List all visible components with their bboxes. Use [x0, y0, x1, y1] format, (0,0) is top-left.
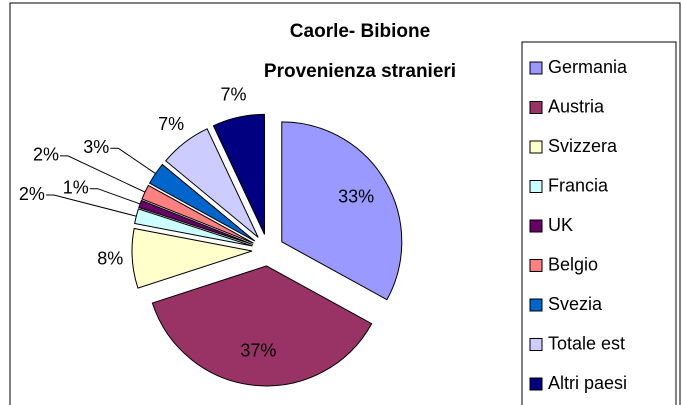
- legend-label: Germania: [548, 57, 628, 77]
- data-label: 33%: [338, 187, 374, 207]
- legend-label: Austria: [548, 96, 605, 116]
- pie-slice: [281, 121, 403, 301]
- legend-swatch: [529, 219, 543, 233]
- pie-slice: [141, 184, 254, 244]
- legend-label: Altri paesi: [548, 373, 627, 393]
- data-label: 7%: [221, 85, 247, 105]
- data-label: 3%: [83, 137, 109, 157]
- legend-swatch: [529, 377, 543, 391]
- legend-swatch: [529, 140, 543, 154]
- pie-slice: [148, 163, 256, 242]
- data-label: 1%: [63, 177, 89, 197]
- pie-slice: [165, 128, 259, 238]
- legend-swatch: [529, 180, 543, 193]
- pie-slice: [131, 227, 253, 289]
- legend-label: Belgio: [548, 254, 598, 274]
- data-label: 2%: [33, 145, 59, 165]
- data-label: 8%: [97, 249, 123, 269]
- legend-swatch: [529, 338, 543, 351]
- pie-slice: [212, 113, 266, 235]
- data-label: 37%: [240, 341, 276, 361]
- legend-swatch: [529, 61, 543, 75]
- leader-line: [110, 147, 156, 174]
- legend-label: Totale est: [548, 333, 625, 353]
- legend-swatch: [529, 101, 543, 114]
- chart-title: Caorle- Bibione: [290, 21, 430, 42]
- legend-label: Francia: [548, 175, 609, 195]
- legend-box: [521, 41, 677, 405]
- leader-line: [89, 188, 141, 205]
- chart-subtitle: Provenienza stranieri: [264, 61, 456, 82]
- legend-label: UK: [548, 215, 573, 235]
- legend-swatch: [529, 259, 543, 272]
- legend-swatch: [529, 298, 543, 312]
- leader-line: [45, 194, 137, 217]
- legend-label: Svezia: [548, 294, 603, 314]
- pie-slice: [151, 265, 373, 387]
- data-label: 2%: [19, 184, 45, 204]
- data-label: 7%: [158, 114, 184, 134]
- leader-line: [60, 155, 146, 193]
- legend-label: Svizzera: [548, 136, 618, 156]
